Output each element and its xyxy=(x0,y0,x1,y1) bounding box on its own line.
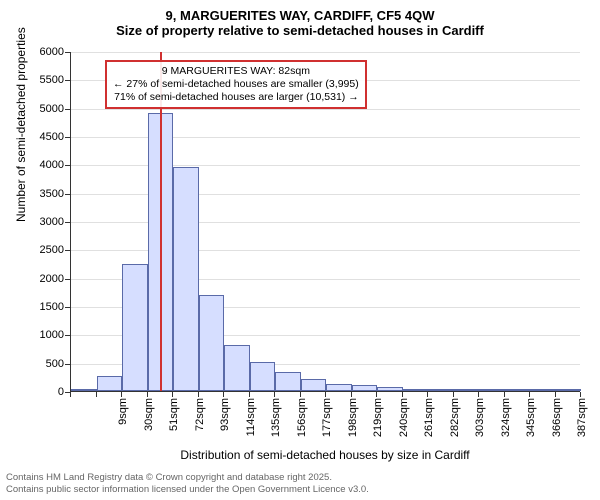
x-tick-label: 198sqm xyxy=(347,398,359,448)
annotation-box: 9 MARGUERITES WAY: 82sqm← 27% of semi-de… xyxy=(105,60,367,109)
x-tick-label: 9sqm xyxy=(117,398,129,448)
histogram-bar xyxy=(224,345,250,391)
y-tick-label: 4000 xyxy=(0,159,64,171)
x-tick-label: 51sqm xyxy=(168,398,180,448)
chart-container: 9, MARGUERITES WAY, CARDIFF, CF5 4QW Siz… xyxy=(0,0,600,500)
footer-line2: Contains public sector information licen… xyxy=(6,484,369,496)
grid-line xyxy=(71,52,580,53)
y-tick-label: 1500 xyxy=(0,301,64,313)
x-tick-mark xyxy=(249,392,250,397)
y-tick-label: 4500 xyxy=(0,131,64,143)
chart-title-line2: Size of property relative to semi-detach… xyxy=(0,23,600,44)
x-tick-label: 156sqm xyxy=(296,398,308,448)
y-tick-label: 0 xyxy=(0,386,64,398)
x-tick-label: 282sqm xyxy=(449,398,461,448)
histogram-bar xyxy=(505,389,531,391)
x-tick-mark xyxy=(453,392,454,397)
x-tick-mark xyxy=(529,392,530,397)
x-tick-mark xyxy=(580,392,581,397)
x-tick-mark xyxy=(504,392,505,397)
histogram-bar xyxy=(428,389,454,391)
x-tick-label: 261sqm xyxy=(423,398,435,448)
x-tick-label: 240sqm xyxy=(398,398,410,448)
x-tick-mark xyxy=(121,392,122,397)
y-tick-label: 2000 xyxy=(0,273,64,285)
footer-line1: Contains HM Land Registry data © Crown c… xyxy=(6,472,369,484)
histogram-bar xyxy=(199,295,225,391)
x-tick-mark xyxy=(351,392,352,397)
x-tick-mark xyxy=(300,392,301,397)
y-tick-label: 5500 xyxy=(0,74,64,86)
x-tick-mark xyxy=(147,392,148,397)
histogram-bar xyxy=(122,264,148,392)
x-tick-mark xyxy=(96,392,97,397)
histogram-bar xyxy=(173,167,199,391)
x-tick-label: 177sqm xyxy=(321,398,333,448)
x-tick-mark xyxy=(478,392,479,397)
histogram-bar xyxy=(403,389,429,391)
histogram-bar xyxy=(454,389,480,391)
histogram-bar xyxy=(71,389,97,391)
y-tick-label: 5000 xyxy=(0,103,64,115)
x-axis-label: Distribution of semi-detached houses by … xyxy=(70,448,580,462)
x-tick-mark xyxy=(172,392,173,397)
x-tick-mark xyxy=(427,392,428,397)
y-tick-label: 3500 xyxy=(0,188,64,200)
annotation-line: 71% of semi-detached houses are larger (… xyxy=(113,91,359,104)
histogram-bar xyxy=(250,362,276,391)
x-tick-label: 30sqm xyxy=(143,398,155,448)
x-tick-label: 93sqm xyxy=(219,398,231,448)
histogram-bar xyxy=(479,389,505,391)
x-tick-mark xyxy=(274,392,275,397)
x-tick-label: 114sqm xyxy=(245,398,257,448)
histogram-bar xyxy=(301,379,327,391)
x-tick-mark xyxy=(555,392,556,397)
x-tick-label: 345sqm xyxy=(525,398,537,448)
x-tick-label: 72sqm xyxy=(194,398,206,448)
x-tick-mark xyxy=(70,392,71,397)
x-tick-label: 219sqm xyxy=(372,398,384,448)
y-tick-label: 6000 xyxy=(0,46,64,58)
x-tick-mark xyxy=(402,392,403,397)
x-tick-mark xyxy=(223,392,224,397)
histogram-bar xyxy=(97,376,123,391)
x-tick-mark xyxy=(325,392,326,397)
histogram-bar xyxy=(530,389,556,391)
plot-area: 9 MARGUERITES WAY: 82sqm← 27% of semi-de… xyxy=(70,52,580,392)
y-tick-label: 1000 xyxy=(0,329,64,341)
histogram-bar xyxy=(352,385,378,391)
y-tick-label: 500 xyxy=(0,358,64,370)
y-tick-label: 3000 xyxy=(0,216,64,228)
x-tick-label: 387sqm xyxy=(576,398,588,448)
chart-title-line1: 9, MARGUERITES WAY, CARDIFF, CF5 4QW xyxy=(0,0,600,23)
footer-attribution: Contains HM Land Registry data © Crown c… xyxy=(6,472,369,496)
histogram-bar xyxy=(326,384,352,391)
histogram-bar xyxy=(275,372,301,391)
x-tick-mark xyxy=(376,392,377,397)
x-tick-mark xyxy=(198,392,199,397)
x-tick-label: 324sqm xyxy=(500,398,512,448)
y-tick-label: 2500 xyxy=(0,244,64,256)
x-tick-label: 366sqm xyxy=(551,398,563,448)
x-tick-label: 135sqm xyxy=(270,398,282,448)
x-tick-label: 303sqm xyxy=(474,398,486,448)
annotation-line: 9 MARGUERITES WAY: 82sqm xyxy=(113,65,359,78)
annotation-line: ← 27% of semi-detached houses are smalle… xyxy=(113,78,359,91)
histogram-bar xyxy=(556,389,582,391)
histogram-bar xyxy=(377,387,403,391)
